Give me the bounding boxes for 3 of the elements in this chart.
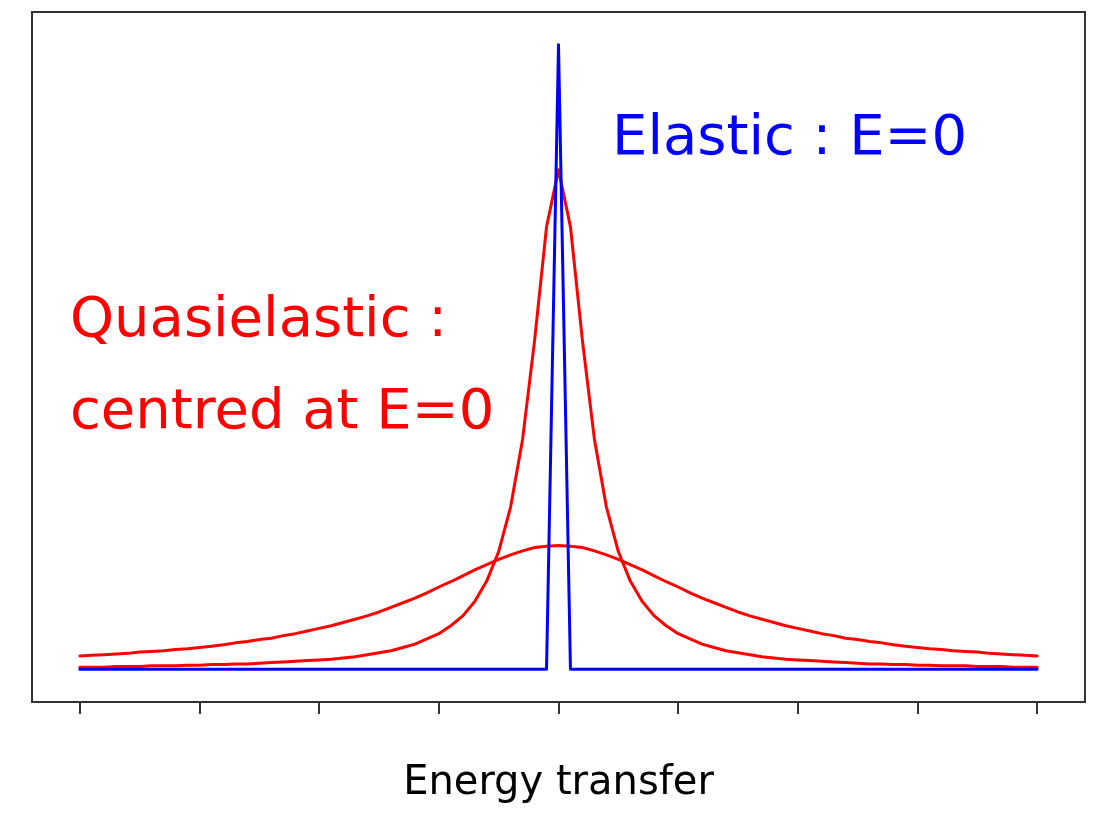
series-label: Elastic : E=0 bbox=[612, 101, 968, 167]
x-axis-title: Energy transfer bbox=[403, 757, 715, 803]
annotation: Quasielastic : centred at E=0 bbox=[70, 283, 495, 441]
